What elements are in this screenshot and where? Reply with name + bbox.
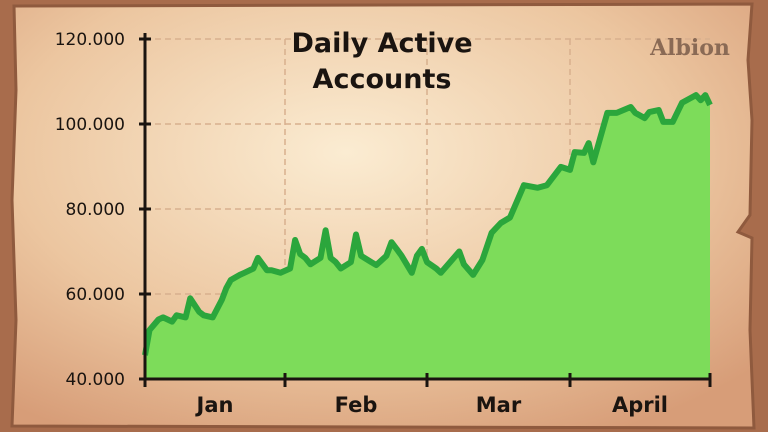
y-tick-labels: 40.000 60.000 80.000 100.000 120.000 xyxy=(55,30,125,390)
series-area-fill xyxy=(145,95,710,379)
x-month-label: Feb xyxy=(335,393,378,417)
y-tick-label: 40.000 xyxy=(66,370,125,390)
x-month-label: Mar xyxy=(476,393,522,417)
y-tick-label: 80.000 xyxy=(66,200,125,220)
x-month-label: Jan xyxy=(195,393,234,417)
series-line xyxy=(142,92,713,356)
chart-title-line-1: Daily Active xyxy=(291,28,472,59)
y-tick-label: 60.000 xyxy=(66,285,125,305)
y-tick-label: 100.000 xyxy=(55,115,125,135)
albion-logo: Albion xyxy=(649,35,730,61)
axes xyxy=(139,33,712,387)
chart-title-line-2: Accounts xyxy=(313,64,452,95)
x-month-labels: Jan Feb Mar April xyxy=(195,393,668,417)
y-tick-label: 120.000 xyxy=(55,30,125,50)
x-month-label: April xyxy=(612,393,668,417)
